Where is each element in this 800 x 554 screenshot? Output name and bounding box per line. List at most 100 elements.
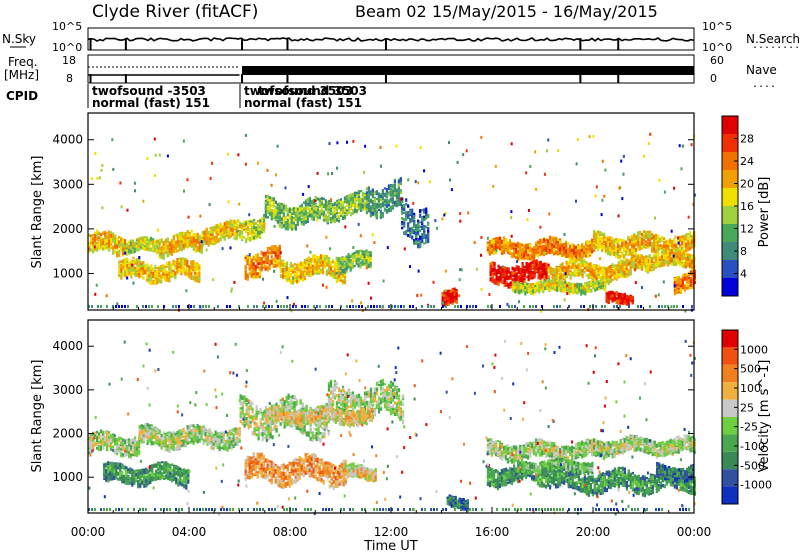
power-cell (250, 258, 253, 263)
power-cell (168, 251, 171, 256)
power-cell (565, 255, 568, 258)
power-cell (276, 221, 279, 224)
power-cell (519, 247, 522, 250)
power-cell (387, 184, 390, 190)
power-cell (633, 249, 636, 254)
power-cell (129, 245, 133, 249)
power-cell (311, 254, 315, 260)
power-cell (126, 269, 129, 272)
power-cell (154, 279, 157, 282)
power-cell (495, 280, 498, 285)
power-cell (339, 213, 343, 217)
power-cell (453, 291, 456, 294)
power-cell (264, 267, 267, 271)
power-cell (137, 248, 141, 252)
power-cell (253, 236, 256, 240)
power-cell (192, 260, 195, 264)
power-cell (349, 259, 352, 263)
power-cell (96, 231, 99, 234)
power-cell (96, 237, 99, 241)
power-cell (523, 268, 526, 273)
power-cell (252, 262, 255, 267)
power-cell (687, 248, 690, 252)
power-cell (318, 214, 321, 220)
power-cell (278, 251, 281, 256)
power-cell (283, 267, 287, 272)
power-cell (353, 259, 356, 263)
power-cell (180, 239, 183, 243)
power-cell (339, 258, 342, 262)
power-cell (639, 232, 642, 235)
power-cell (563, 251, 566, 256)
power-cell (577, 246, 580, 250)
power-cell (176, 266, 179, 272)
power-cell (357, 253, 360, 257)
power-cell (110, 238, 113, 243)
power-cell (397, 190, 400, 195)
power-cell (292, 225, 295, 228)
power-cell (389, 193, 392, 197)
power-cell (299, 271, 303, 276)
power-cell (160, 238, 163, 244)
power-cell (146, 278, 149, 282)
power-cell (365, 255, 368, 261)
power-cell (314, 214, 317, 217)
power-cell (116, 244, 119, 249)
power-cell (501, 279, 504, 283)
power-cell (663, 241, 666, 245)
power-cell (581, 243, 584, 247)
power-cell (490, 251, 494, 254)
power-cell (489, 277, 492, 282)
power-cell (280, 203, 283, 206)
power-cell (353, 254, 356, 259)
power-cell (156, 267, 159, 270)
power-cell (335, 211, 339, 215)
power-cell (245, 227, 248, 231)
power-cell (409, 227, 412, 232)
power-cell (217, 223, 220, 227)
power-cell (653, 238, 656, 243)
power-cell (296, 216, 299, 221)
power-cell (413, 215, 416, 220)
power-cell (279, 274, 283, 279)
power-cell (180, 266, 183, 269)
power-cell (387, 193, 390, 197)
freq-left-label: Freq. (8, 55, 38, 69)
power-cell (251, 229, 254, 233)
power-cell (142, 277, 145, 280)
power-cell (244, 267, 247, 271)
power-cell (152, 279, 155, 285)
power-cell (325, 264, 329, 267)
power-cell (272, 251, 275, 254)
power-cell (611, 240, 614, 245)
power-cell (190, 270, 193, 275)
power-cell (635, 248, 638, 252)
power-cell (333, 261, 337, 265)
power-cell (343, 268, 346, 273)
power-cell (377, 208, 380, 212)
power-cell (284, 205, 287, 211)
power-cell (679, 235, 682, 239)
power-cell (231, 223, 234, 229)
power-cell (625, 251, 628, 255)
power-cell (493, 261, 496, 267)
power-cell (407, 222, 410, 227)
power-cell (237, 224, 240, 227)
power-cell (174, 265, 177, 270)
power-cell (345, 205, 349, 207)
power-cell (259, 230, 262, 235)
power-cell (322, 218, 325, 222)
power-cell (174, 246, 177, 251)
power-cell (196, 240, 199, 244)
power-cell (241, 231, 244, 235)
power-cell (304, 217, 307, 223)
power-cell (307, 271, 311, 277)
power-cell (160, 265, 163, 269)
power-cell (184, 233, 187, 237)
power-cell (327, 261, 331, 264)
power-cell (393, 184, 396, 187)
power-cell (215, 224, 218, 230)
power-cell (421, 216, 424, 221)
power-cell (527, 247, 530, 250)
power-cell (419, 213, 422, 218)
